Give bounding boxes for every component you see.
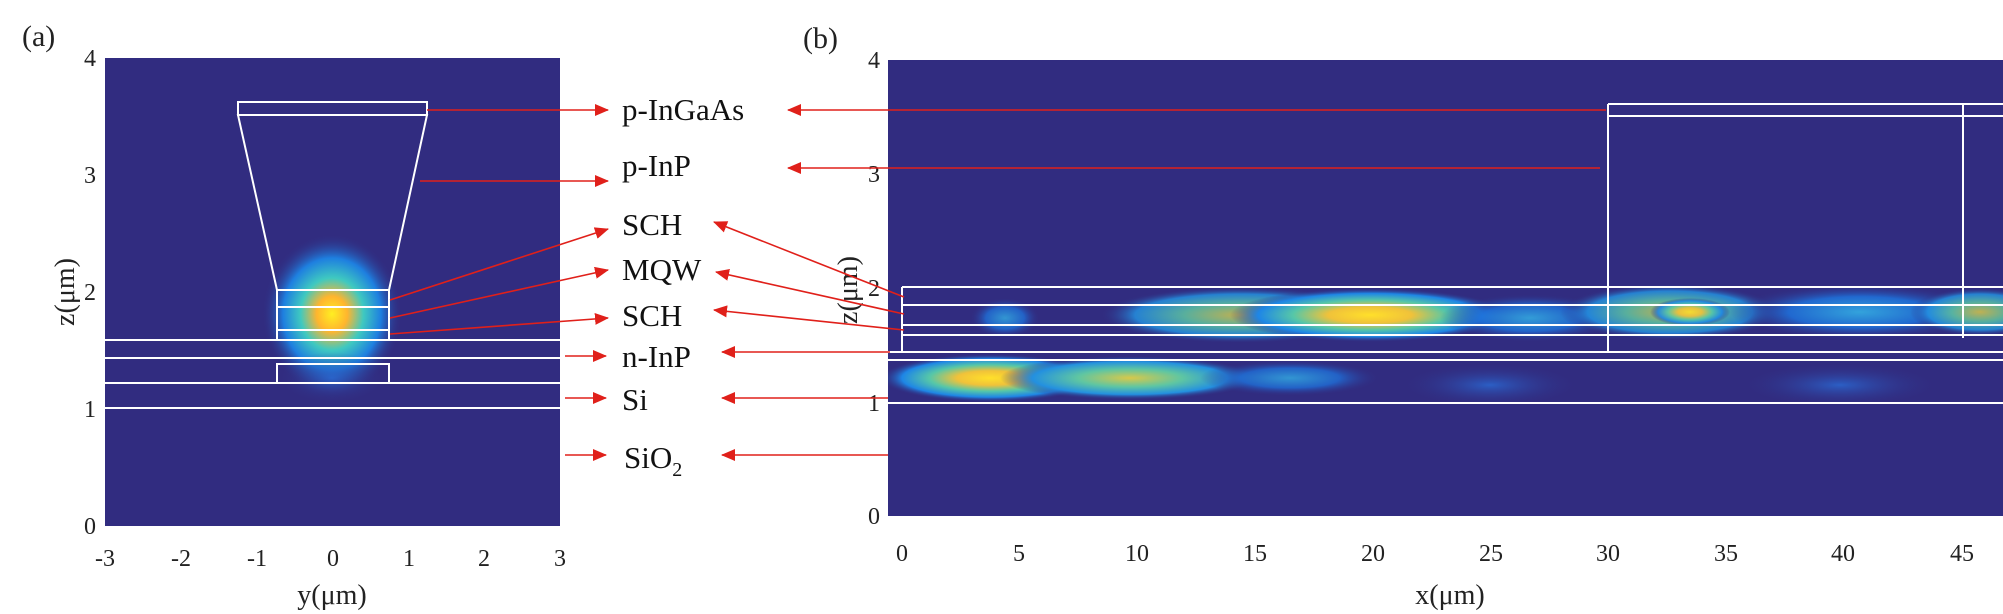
active-mode-blob [1650,298,1730,326]
xtick: 25 [1479,541,1503,567]
panel-b-yticks: 0 1 2 3 4 [868,48,880,530]
panel-a-label: (a) [22,20,55,53]
label-n-inp: n-InP [622,339,691,374]
xtick: 15 [1243,541,1267,567]
ytick: 0 [868,504,880,530]
active-mode-blob [1910,288,2003,336]
ytick: 1 [84,397,96,423]
label-mqw: MQW [622,252,702,287]
panel-b-ylabel: z(μm) [833,256,864,324]
xtick: 30 [1596,541,1620,567]
xtick: 10 [1125,541,1149,567]
xtick: 40 [1831,541,1855,567]
label-sch-top: SCH [622,207,682,242]
label-p-ingaas: p-InGaAs [622,92,744,127]
label-sch-bottom: SCH [622,298,682,333]
xtick: 20 [1361,541,1385,567]
xtick: 2 [478,546,490,572]
ytick: 4 [868,48,880,74]
panel-a-xlabel: y(μm) [297,580,366,611]
arrow-a-mqw [389,266,609,319]
si-mode-blob [1200,360,1380,396]
arrow-a-sch-bottom [389,312,609,335]
ytick: 2 [84,280,96,306]
panel-b-xticks: 0 5 10 15 20 25 30 35 40 45 [896,541,1974,567]
panel-b-label: (b) [803,22,838,55]
arrow-a-sch-top [389,227,609,301]
xtick: 0 [896,541,908,567]
ytick: 3 [868,162,880,188]
panel-a-plot [105,58,560,526]
ytick: 0 [84,514,96,540]
xtick: -1 [247,546,267,572]
mode-tail-a [277,352,387,404]
panel-a-xticks: -3 -2 -1 0 1 2 3 [95,546,566,572]
panel-a-yticks: 0 1 2 3 4 [84,46,96,540]
panel-a-structure [105,101,560,409]
panel-b-structure [888,103,2003,404]
pointer-arrows [389,104,1606,461]
label-p-inp: p-InP [622,148,691,183]
ytick: 4 [84,46,96,72]
panel-b-plot [888,60,2003,516]
xtick: 5 [1013,541,1025,567]
arrow-b-mqw [715,268,905,315]
ytick: 2 [868,276,880,302]
active-mode-blob [970,298,1040,338]
panel-a-ylabel: z(μm) [50,258,81,326]
label-sio2: SiO2 [624,440,682,481]
xtick: 35 [1714,541,1738,567]
xtick: 3 [554,546,566,572]
ytick: 3 [84,163,96,189]
xtick: 45 [1950,541,1974,567]
arrow-b-sch-top [713,221,905,298]
layer-labels: p-InGaAs p-InP SCH MQW SCH n-InP Si SiO2 [622,92,744,481]
xtick: -2 [171,546,191,572]
leak-blob [1740,363,1940,407]
xtick: 1 [403,546,415,572]
xtick: 0 [327,546,339,572]
si-mode-blob [1000,356,1260,400]
ytick: 1 [868,391,880,417]
panel-b-xlabel: x(μm) [1415,580,1484,611]
label-si: Si [622,382,648,417]
xtick: -3 [95,546,115,572]
leak-blob [1400,363,1580,407]
active-mode-blob [1230,288,1510,342]
arrow-b-sch-bottom [713,305,905,331]
mode-spot-a [262,234,402,394]
